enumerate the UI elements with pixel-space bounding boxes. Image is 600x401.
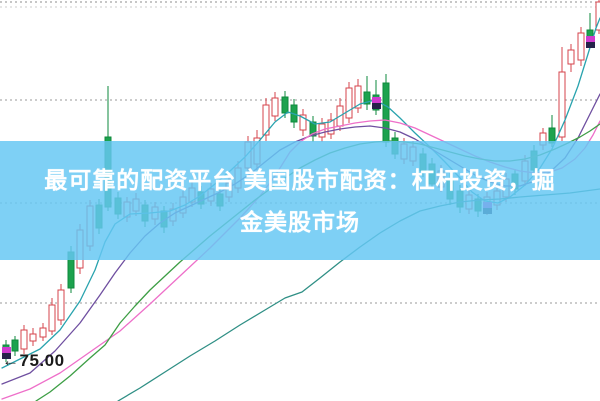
candle-body — [48, 304, 56, 332]
candle-body — [20, 329, 28, 350]
signal-marker — [2, 353, 11, 359]
ad-banner-overlay[interactable]: 最可靠的配资平台 美国股市配资：杠杆投资，掘 金美股市场 — [0, 141, 600, 260]
price-arrow-label: ←75.00 — [2, 351, 65, 370]
candle-body — [57, 289, 65, 321]
signal-marker — [586, 42, 595, 48]
candle-body — [558, 71, 566, 138]
candle-body — [11, 339, 19, 352]
candle-body — [595, 1, 600, 31]
candle-body — [567, 49, 575, 65]
signal-marker — [586, 36, 595, 42]
candle-body — [29, 333, 37, 342]
signal-marker — [372, 97, 381, 103]
ad-banner-text-line1: 最可靠的配资平台 美国股市配资：杠杆投资，掘 — [44, 166, 556, 193]
candle-body — [271, 97, 279, 117]
signal-marker — [372, 103, 381, 109]
candle-body — [345, 87, 353, 119]
candle-body — [39, 327, 47, 338]
candle-body — [354, 85, 362, 109]
candle-body — [262, 104, 270, 136]
candle-body — [299, 114, 307, 131]
signal-marker — [2, 347, 11, 353]
ad-banner-text-line2: 金美股市场 — [240, 208, 360, 235]
candle-body — [281, 96, 289, 114]
candle-body — [577, 32, 585, 61]
candle-body — [382, 82, 390, 143]
candle-body — [363, 91, 371, 105]
candle-body — [309, 121, 317, 137]
